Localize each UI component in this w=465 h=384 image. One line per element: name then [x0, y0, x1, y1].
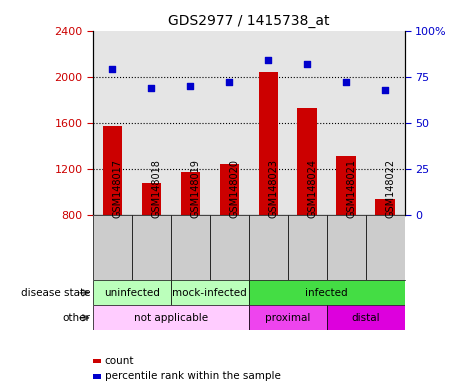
- Bar: [93, 305, 249, 330]
- Bar: [103, 126, 122, 215]
- Bar: [180, 172, 200, 215]
- Bar: [259, 72, 278, 215]
- Bar: [93, 31, 132, 215]
- Bar: [219, 164, 239, 215]
- Text: GSM148024: GSM148024: [307, 159, 317, 218]
- Point: [148, 85, 155, 91]
- Text: percentile rank within the sample: percentile rank within the sample: [105, 371, 280, 381]
- Bar: [210, 31, 249, 215]
- Bar: [326, 31, 365, 215]
- Text: infected: infected: [306, 288, 348, 298]
- Bar: [210, 215, 249, 280]
- Text: distal: distal: [351, 313, 380, 323]
- Point: [342, 79, 350, 85]
- Bar: [142, 183, 161, 215]
- Bar: [132, 215, 171, 280]
- Text: uninfected: uninfected: [104, 288, 160, 298]
- Text: GSM148022: GSM148022: [385, 159, 395, 218]
- Bar: [249, 215, 288, 280]
- Bar: [249, 280, 405, 305]
- Text: disease state: disease state: [21, 288, 91, 298]
- Text: GSM148018: GSM148018: [152, 159, 161, 218]
- Bar: [93, 215, 132, 280]
- Text: not applicable: not applicable: [134, 313, 208, 323]
- Title: GDS2977 / 1415738_at: GDS2977 / 1415738_at: [168, 14, 330, 28]
- Bar: [336, 156, 356, 215]
- Bar: [326, 305, 405, 330]
- Bar: [132, 31, 171, 215]
- Point: [186, 83, 194, 89]
- Bar: [171, 31, 210, 215]
- Point: [265, 57, 272, 63]
- Bar: [249, 305, 326, 330]
- Text: GSM148021: GSM148021: [346, 159, 356, 218]
- Text: proximal: proximal: [265, 313, 311, 323]
- Text: GSM148019: GSM148019: [190, 159, 200, 218]
- Bar: [326, 215, 365, 280]
- Text: GSM148023: GSM148023: [268, 159, 278, 218]
- Bar: [288, 215, 326, 280]
- Text: count: count: [105, 356, 134, 366]
- Point: [304, 61, 311, 67]
- Text: other: other: [63, 313, 91, 323]
- Bar: [93, 280, 171, 305]
- Text: mock-infected: mock-infected: [173, 288, 247, 298]
- Bar: [171, 215, 210, 280]
- Point: [226, 79, 233, 85]
- Bar: [375, 199, 395, 215]
- Bar: [365, 215, 405, 280]
- Bar: [249, 31, 288, 215]
- Point: [109, 66, 116, 73]
- Bar: [298, 108, 317, 215]
- Bar: [288, 31, 326, 215]
- Bar: [365, 31, 405, 215]
- Text: GSM148020: GSM148020: [229, 159, 239, 218]
- Bar: [171, 280, 249, 305]
- Text: GSM148017: GSM148017: [113, 159, 122, 218]
- Point: [381, 87, 389, 93]
